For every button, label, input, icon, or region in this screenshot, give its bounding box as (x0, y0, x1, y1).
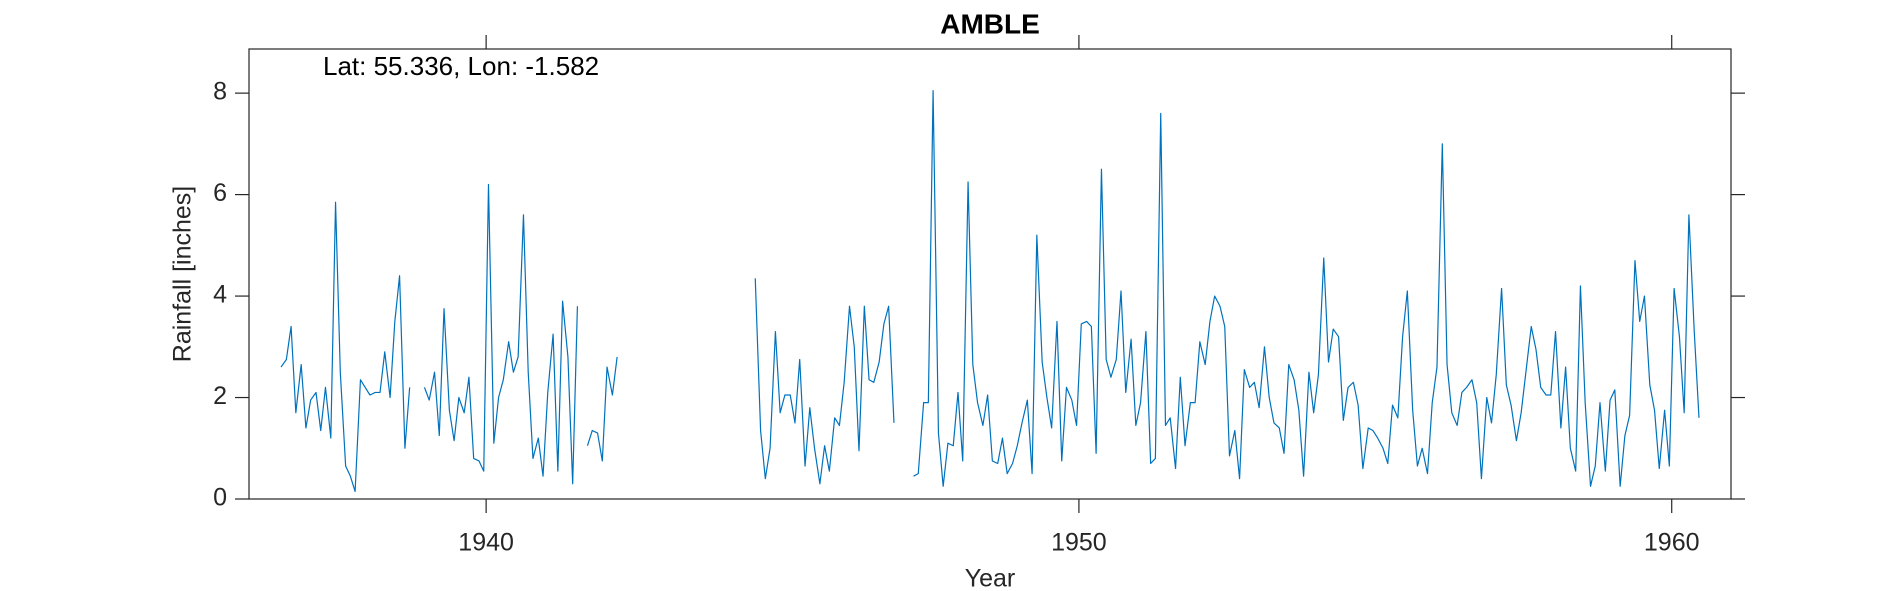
x-tick-label: 1940 (458, 529, 514, 557)
y-tick-label: 0 (213, 484, 227, 512)
plot-box (248, 48, 1732, 500)
chart-title: AMBLE (940, 8, 1040, 39)
y-tick-label: 6 (213, 179, 227, 207)
x-tick-label: 1960 (1644, 529, 1700, 557)
annotation: Lat: 55.336, Lon: -1.582 (323, 51, 599, 81)
x-tick-label: 1950 (1051, 529, 1107, 557)
y-axis-label: Rainfall [inches] (169, 186, 197, 362)
y-tick-label: 2 (213, 382, 227, 410)
x-axis-label: Year (965, 565, 1016, 591)
y-tick-label: 8 (213, 78, 227, 106)
rainfall-line (280, 90, 1700, 492)
y-tick-label: 4 (213, 281, 227, 309)
